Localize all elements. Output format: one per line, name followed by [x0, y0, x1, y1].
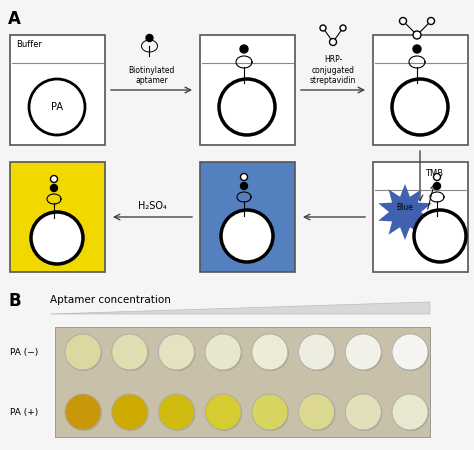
Circle shape — [240, 183, 247, 189]
Circle shape — [113, 395, 149, 431]
Circle shape — [340, 25, 346, 31]
Circle shape — [345, 334, 381, 370]
Polygon shape — [378, 184, 432, 240]
Circle shape — [400, 18, 407, 24]
Text: A: A — [8, 10, 21, 28]
Circle shape — [205, 334, 241, 370]
Circle shape — [252, 394, 288, 430]
Bar — [373, 162, 468, 272]
Text: HRP-
conjugated
streptavidin: HRP- conjugated streptavidin — [310, 55, 356, 85]
Bar — [373, 35, 468, 145]
Circle shape — [329, 39, 337, 45]
Circle shape — [66, 335, 102, 371]
Circle shape — [146, 35, 153, 41]
Circle shape — [205, 394, 241, 430]
Circle shape — [299, 394, 335, 430]
Circle shape — [413, 31, 421, 39]
Circle shape — [253, 335, 289, 371]
Circle shape — [346, 335, 383, 371]
Circle shape — [66, 395, 102, 431]
Circle shape — [393, 395, 429, 431]
Circle shape — [31, 212, 83, 264]
Circle shape — [346, 395, 383, 431]
Circle shape — [112, 334, 148, 370]
Circle shape — [345, 394, 381, 430]
Text: Aptamer concentration: Aptamer concentration — [50, 295, 171, 305]
Circle shape — [413, 45, 421, 53]
Circle shape — [206, 335, 242, 371]
Circle shape — [159, 395, 195, 431]
Circle shape — [434, 183, 440, 189]
Text: Biotinylated
aptamer: Biotinylated aptamer — [128, 66, 175, 85]
Circle shape — [320, 25, 326, 31]
Circle shape — [414, 210, 466, 262]
Text: B: B — [8, 292, 21, 310]
Circle shape — [159, 335, 195, 371]
Circle shape — [392, 394, 428, 430]
Bar — [200, 162, 295, 272]
Text: Blue: Blue — [397, 203, 413, 212]
Circle shape — [393, 335, 429, 371]
Circle shape — [65, 334, 101, 370]
Circle shape — [51, 176, 57, 183]
Circle shape — [29, 79, 85, 135]
Bar — [10, 35, 105, 145]
Circle shape — [112, 394, 148, 430]
Text: TMB: TMB — [425, 168, 443, 177]
Text: PA (+): PA (+) — [10, 408, 38, 417]
Text: PA: PA — [51, 102, 63, 112]
Circle shape — [65, 394, 101, 430]
Circle shape — [252, 334, 288, 370]
Circle shape — [253, 395, 289, 431]
Text: H₂SO₄: H₂SO₄ — [138, 201, 167, 211]
Circle shape — [158, 334, 194, 370]
Bar — [200, 35, 295, 145]
Circle shape — [240, 174, 247, 180]
Circle shape — [240, 45, 248, 53]
Bar — [10, 162, 105, 272]
Circle shape — [113, 335, 149, 371]
Circle shape — [392, 334, 428, 370]
Circle shape — [428, 18, 435, 24]
Circle shape — [300, 395, 336, 431]
Circle shape — [392, 79, 448, 135]
Polygon shape — [50, 302, 430, 314]
Circle shape — [219, 79, 275, 135]
Circle shape — [299, 334, 335, 370]
Circle shape — [206, 395, 242, 431]
Circle shape — [434, 174, 440, 180]
Circle shape — [221, 210, 273, 262]
Bar — [55, 327, 430, 437]
Text: PA (−): PA (−) — [10, 347, 38, 356]
Circle shape — [51, 184, 57, 192]
Text: Buffer: Buffer — [16, 40, 42, 49]
Circle shape — [300, 335, 336, 371]
Circle shape — [158, 394, 194, 430]
